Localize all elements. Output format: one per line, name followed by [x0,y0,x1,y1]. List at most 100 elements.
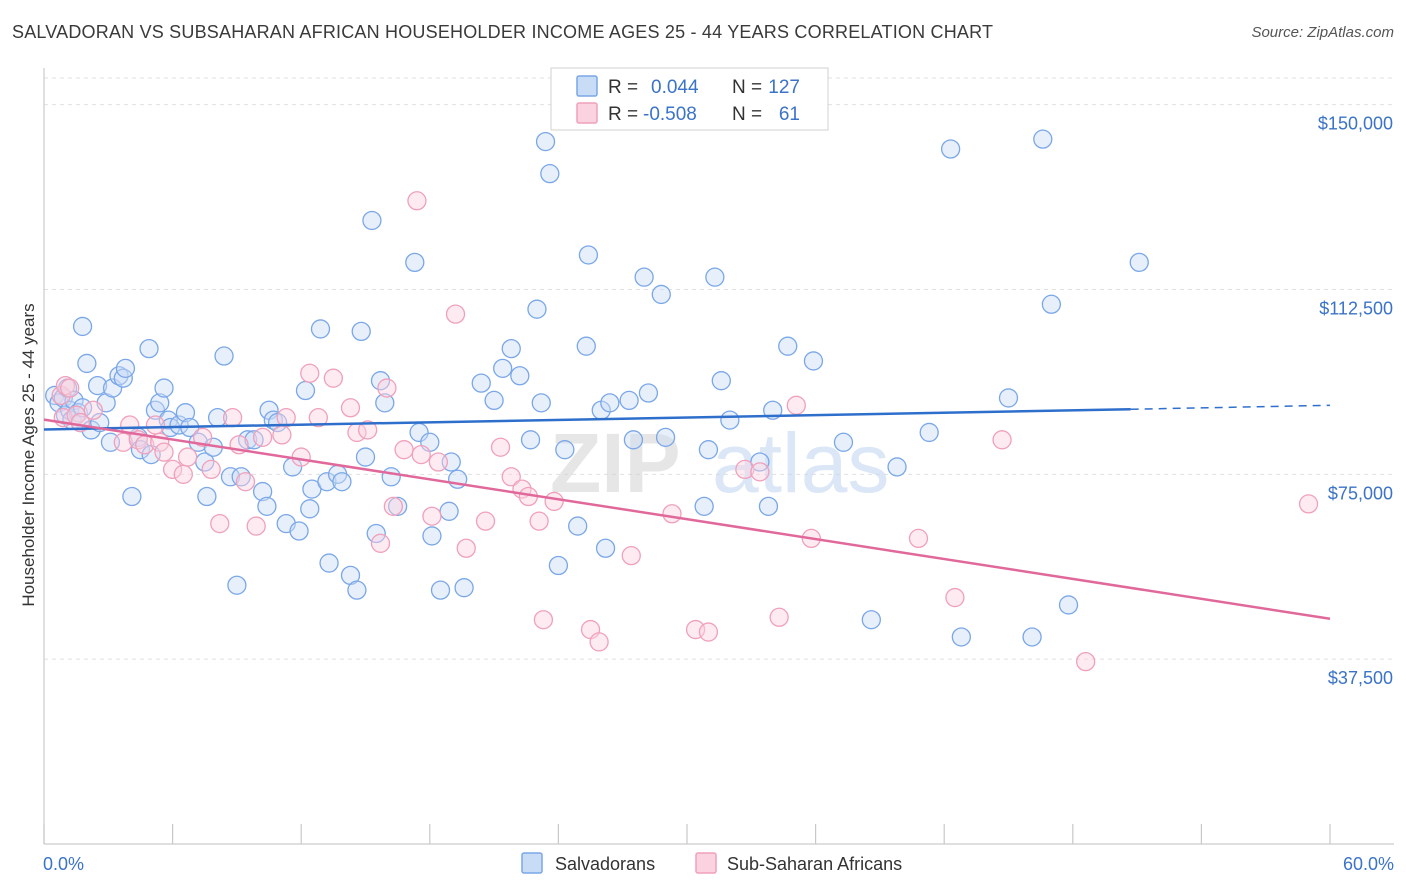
data-point [445,304,466,324]
legend-r-label-pink: R = [608,104,638,125]
data-point [210,513,230,534]
data-point [257,496,277,517]
data-point [484,390,504,411]
data-point [246,516,266,536]
axes [43,68,1394,845]
data-point [227,575,247,595]
data-point [600,393,620,413]
data-point [387,496,408,517]
data-point [375,393,395,413]
data-point [454,578,474,598]
data-point [323,368,344,388]
data-point [501,467,521,487]
data-point [291,447,311,467]
data-point [332,472,352,492]
data-point [1129,252,1149,273]
data-point [589,632,609,652]
data-point [490,437,511,457]
data-point [555,440,575,460]
data-point [154,442,174,462]
data-point [405,252,425,273]
data-point [113,432,133,452]
data-point [887,457,907,477]
data-point [471,373,491,393]
data-point [992,430,1012,450]
data-point [651,284,671,305]
data-point [319,553,339,573]
data-point [220,467,241,487]
data-point [122,486,142,507]
data-point [422,526,442,546]
legend-n-value-pink: 61 [779,104,800,125]
data-point [576,336,596,356]
data-point [340,398,361,418]
data-point [778,336,798,356]
x-tick-label-min: 0.0% [43,854,84,874]
data-point [595,538,616,558]
y-tick-label: $75,000 [1328,483,1393,503]
legend-bottom-label-blue: Salvadorans [555,854,655,874]
data-point [317,472,337,492]
data-point [533,610,554,630]
grid-lines [44,77,1394,660]
data-point [173,464,193,484]
data-point [1041,294,1062,314]
legend-n-label-pink: N = [732,104,762,125]
data-point [347,580,367,600]
legend-bottom-swatch-pink [695,852,717,874]
trend-line-salvadorans [43,408,1131,431]
data-point [214,346,234,366]
data-point [694,496,714,517]
data-point [527,299,547,319]
data-point [803,351,824,371]
y-axis-title: Householder Income Ages 25 - 44 years [19,303,38,606]
legend-r-value-pink: -0.508 [643,104,697,125]
data-point [370,533,391,553]
data-point [162,459,183,480]
data-point [276,407,296,428]
data-point [735,459,755,480]
data-point [786,395,806,415]
data-point [422,506,442,526]
legend-swatch-pink [576,102,598,124]
source-attribution: Source: ZipAtlas.com [1251,24,1394,41]
data-point [945,587,965,608]
data-point [919,422,939,443]
data-point [578,245,599,265]
data-point [357,420,378,440]
data-point [861,610,881,630]
data-point [300,499,320,519]
data-point [407,191,427,211]
data-point [456,538,476,558]
legend-r-value-blue: 0.044 [651,77,699,98]
data-point [430,580,451,600]
legend-swatch-blue [576,75,598,97]
data-point [705,267,725,287]
data-point [115,358,136,378]
data-point [1033,129,1053,149]
data-point [295,380,316,401]
data-point [175,403,196,423]
y-tick-label: $37,500 [1328,668,1393,688]
data-point [72,316,93,337]
legend-bottom-swatch-blue [521,852,543,874]
data-point [758,496,779,517]
data-point [383,496,404,517]
data-point [150,393,170,413]
trend-line-salvadorans-extension [1130,404,1331,411]
data-point [940,139,961,159]
data-point [235,472,256,492]
data-point [520,430,541,450]
y-tick-label: $150,000 [1318,114,1393,134]
data-point [655,427,676,448]
data-point [381,467,401,487]
data-point [222,407,243,428]
data-point [77,353,97,374]
data-point [377,378,397,398]
legend-r-label-blue: R = [608,77,638,98]
data-point [621,546,641,566]
trend-lines [43,404,1331,620]
data-point [300,363,320,383]
trend-line-subsaharan [43,418,1331,620]
